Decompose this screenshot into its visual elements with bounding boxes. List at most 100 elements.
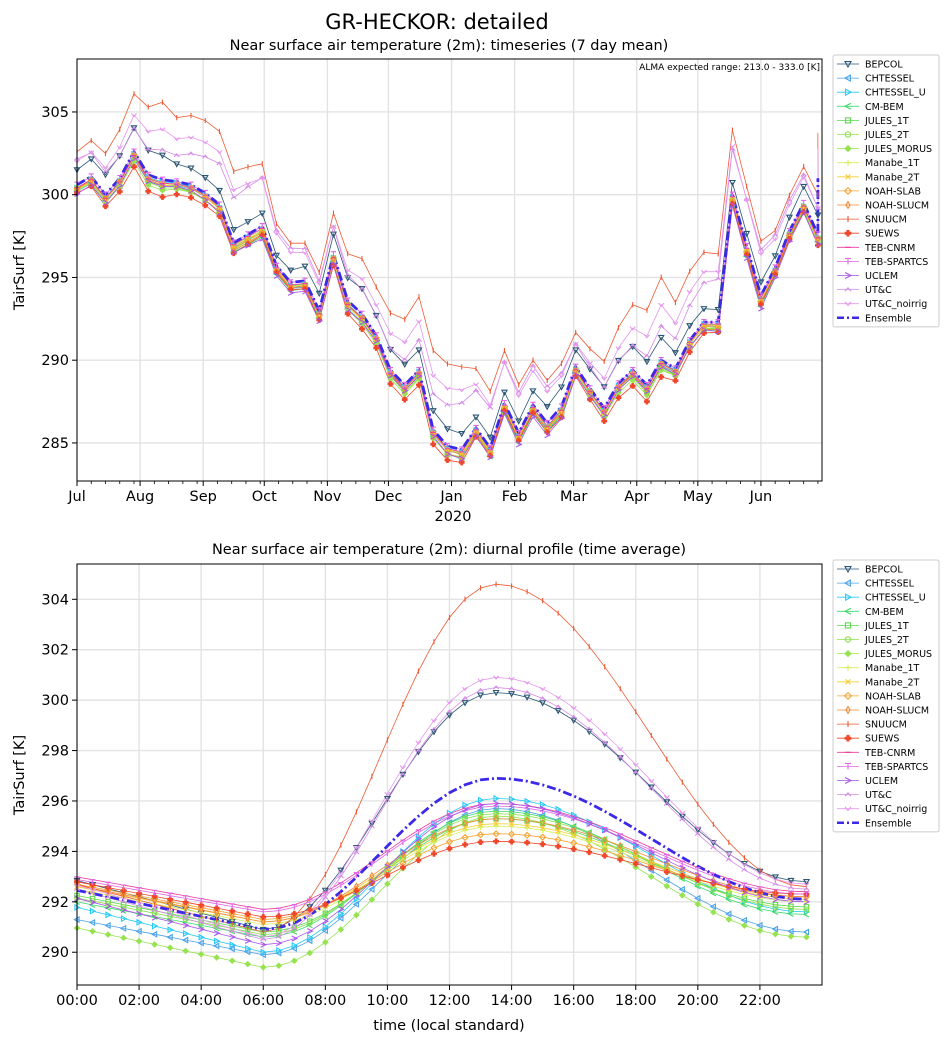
x-tick-label: 14:00 (491, 993, 533, 1009)
legend-marker-jules-1t (844, 117, 852, 124)
legend-marker-uclem (844, 272, 853, 279)
legend-label-bepcol: BEPCOL (865, 60, 903, 71)
legend-label-teb-cnrm: TEB-CNRM (864, 748, 915, 759)
y-tick-label: 305 (41, 105, 69, 121)
legend-marker-chtessel-u (845, 593, 853, 602)
legend-entry-snuucm: SNUUCM (837, 215, 907, 226)
legend-entry-chtessel: CHTESSEL (837, 579, 915, 590)
legend-label-noah-slucm: NOAH-SLUCM (865, 201, 929, 212)
timeseries-x-year-label: 2020 (435, 509, 472, 525)
series-markers-utandc-noirrig (73, 675, 810, 940)
legend-entry-utandc: UT&C (837, 285, 892, 296)
series-markers-teb-spartcs (74, 148, 821, 453)
legend-entry-ensemble: Ensemble (837, 313, 912, 324)
legend-label-utandc-noirrig: UT&C_noirrig (865, 804, 927, 815)
series-line-ensemble (76, 776, 807, 931)
diurnal-y-ticks: 290 292 294 296 298 300 302 304 (41, 592, 77, 961)
legend-entry-cm-bem: CM-BEM (837, 102, 904, 113)
diurnal-y-axis-label: TairSurf [K] (12, 735, 28, 816)
y-tick-label: 300 (41, 188, 69, 204)
legend-entry-suews: SUEWS (837, 229, 899, 240)
timeseries-plot-frame (76, 58, 823, 482)
legend-entry-utandc-noirrig: UT&C_noirrig (837, 299, 927, 310)
legend-marker-jules-2t (844, 131, 852, 138)
legend-label-jules-1t: JULES_1T (864, 116, 909, 127)
legend-entry-utandc-noirrig: UT&C_noirrig (837, 804, 927, 815)
timeseries-panel: Near surface air temperature (2m): times… (12, 38, 940, 525)
y-tick-label: 290 (41, 945, 69, 961)
legend-marker-jules-morus (844, 649, 852, 658)
legend-entry-uclem: UCLEM (837, 271, 898, 282)
legend-marker-chtessel (843, 579, 851, 588)
legend-label-teb-cnrm: TEB-CNRM (864, 243, 915, 254)
legend-marker-teb-spartcs (845, 257, 851, 265)
legend-label-manabe-2t: Manabe_2T (865, 677, 920, 688)
timeseries-title: Near surface air temperature (2m): times… (230, 38, 669, 54)
legend-label-chtessel: CHTESSEL (865, 74, 915, 85)
legend-label-jules-morus: JULES_MORUS (864, 144, 932, 155)
legend-entry-teb-cnrm: TEB-CNRM (837, 748, 915, 759)
x-tick-label: Jan (439, 489, 462, 505)
legend-marker-bepcol (844, 61, 852, 69)
legend-marker-utandc-noirrig (844, 301, 852, 307)
legend-entry-jules-morus: JULES_MORUS (837, 649, 932, 660)
x-tick-label: 22:00 (739, 993, 781, 1009)
legend-label-suews: SUEWS (865, 229, 899, 240)
legend-marker-bepcol (844, 566, 852, 574)
legend-marker-cm-bem (843, 102, 852, 110)
legend-entry-teb-spartcs: TEB-SPARTCS (837, 762, 928, 773)
legend-entry-manabe-2t: Manabe_2T (837, 677, 920, 688)
legend-label-uclem: UCLEM (865, 776, 898, 787)
timeseries-y-axis-label: TairSurf [K] (12, 230, 28, 311)
legend-marker-chtessel-u (845, 88, 853, 97)
legend-label-cm-bem: CM-BEM (865, 607, 904, 618)
legend-entry-noah-slab: NOAH-SLAB (837, 691, 921, 702)
x-tick-label: 06:00 (242, 993, 284, 1009)
legend-marker-suews (844, 229, 852, 237)
diurnal-panel: Near surface air temperature (2m): diurn… (12, 542, 940, 1034)
legend-marker-noah-slab (843, 186, 853, 195)
legend-entry-manabe-1t: Manabe_1T (837, 158, 920, 169)
legend-entry-utandc: UT&C (837, 790, 892, 801)
legend-label-noah-slucm: NOAH-SLUCM (865, 706, 929, 717)
diurnal-x-ticks: 00:00 02:00 04:00 06:00 08:00 10:00 12:00 14:00… (56, 985, 781, 1009)
legend-label-utandc-noirrig: UT&C_noirrig (865, 299, 927, 310)
series-line-uclem (76, 803, 807, 946)
legend-marker-teb-spartcs (845, 762, 851, 770)
legend-entry-manabe-2t: Manabe_2T (837, 172, 920, 183)
x-tick-label: May (683, 489, 713, 505)
legend-label-manabe-1t: Manabe_1T (865, 158, 920, 169)
y-tick-label: 294 (41, 844, 69, 860)
y-tick-label: 285 (41, 436, 69, 452)
legend-label-teb-spartcs: TEB-SPARTCS (864, 762, 928, 773)
y-tick-label: 292 (41, 895, 69, 911)
timeseries-gridlines (76, 59, 822, 481)
legend-label-uclem: UCLEM (865, 271, 898, 282)
legend-marker-suews (844, 734, 852, 742)
legend-entry-jules-1t: JULES_1T (837, 116, 909, 127)
legend-entry-snuucm: SNUUCM (837, 720, 907, 731)
timeseries-y-ticks: 285 290 295 300 305 (41, 105, 77, 452)
legend-label-chtessel-u: CHTESSEL_U (865, 593, 926, 604)
legend-marker-jules-2t (844, 636, 852, 643)
timeseries-legend: BEPCOL CHTESSEL CHTESSEL_U CM-BEM JULES_1T JU… (832, 54, 940, 328)
legend-marker-manabe-2t (845, 679, 851, 685)
legend-label-jules-2t: JULES_2T (864, 635, 909, 646)
legend-label-manabe-1t: Manabe_1T (865, 663, 920, 674)
legend-marker-utandc (844, 286, 852, 292)
series-line-noah-slucm (76, 818, 807, 923)
legend-label-snuucm: SNUUCM (865, 215, 907, 226)
series-markers-uclem (74, 800, 811, 948)
legend-entry-noah-slucm: NOAH-SLUCM (837, 706, 929, 717)
x-tick-label: Feb (502, 489, 528, 505)
x-tick-label: 20:00 (677, 993, 719, 1009)
legend-entry-chtessel: CHTESSEL (837, 74, 915, 85)
legend-marker-manabe-2t (845, 174, 851, 180)
legend-frame (832, 54, 940, 328)
legend-label-noah-slab: NOAH-SLAB (865, 691, 921, 702)
legend-entry-teb-cnrm: TEB-CNRM (837, 243, 915, 254)
diurnal-markers (73, 581, 811, 971)
x-tick-label: 16:00 (553, 993, 595, 1009)
legend-marker-cm-bem (843, 607, 852, 615)
